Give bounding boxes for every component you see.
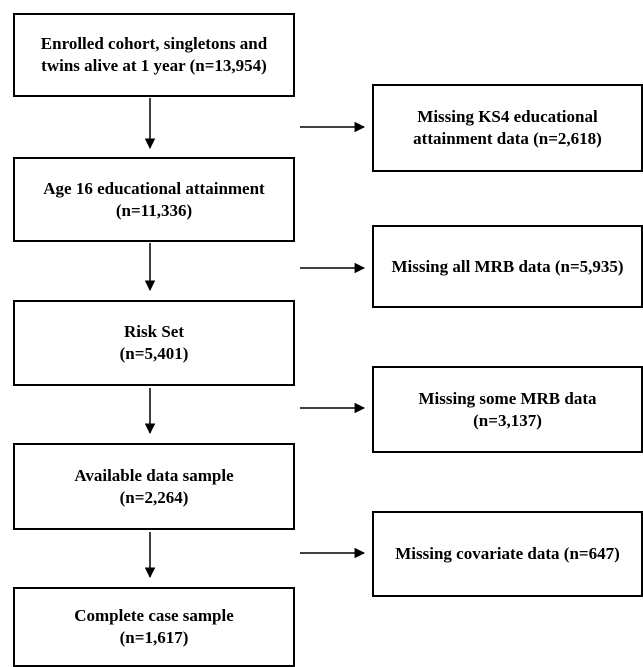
step-available-data-line2: (n=2,264) (119, 487, 189, 507)
step-risk-set-line1: Risk Set (124, 322, 184, 341)
exclusion-missing-covariate-line1: Missing covariate data (n=647) (395, 544, 620, 563)
step-enrolled-cohort-line2: twins alive at 1 year (n=13,954) (41, 56, 267, 75)
step-age16-attainment: Age 16 educational attainment (n=11,336) (13, 157, 295, 242)
exclusion-missing-covariate: Missing covariate data (n=647) (372, 511, 643, 597)
exclusion-missing-some-mrb-line1: Missing some MRB data (418, 388, 597, 408)
exclusion-missing-ks4-line2: attainment data (n=2,618) (413, 129, 602, 148)
step-available-data-line1: Available data sample (74, 465, 234, 485)
exclusion-missing-some-mrb: Missing some MRB data (n=3,137) (372, 366, 643, 453)
step-enrolled-cohort-line1: Enrolled cohort, singletons and (40, 34, 268, 53)
step-available-data: Available data sample (n=2,264) (13, 443, 295, 530)
exclusion-missing-all-mrb: Missing all MRB data (n=5,935) (372, 225, 643, 308)
step-complete-case: Complete case sample (n=1,617) (13, 587, 295, 667)
step-complete-case-line2: (n=1,617) (119, 628, 189, 647)
step-risk-set-line2: (n=5,401) (119, 344, 189, 363)
exclusion-missing-some-mrb-line2: (n=3,137) (473, 410, 542, 430)
exclusion-missing-ks4-line1: Missing KS4 educational (417, 107, 598, 126)
step-risk-set: Risk Set (n=5,401) (13, 300, 295, 386)
step-enrolled-cohort: Enrolled cohort, singletons and twins al… (13, 13, 295, 97)
exclusion-missing-all-mrb-line1: Missing all MRB data (n=5,935) (391, 256, 624, 276)
step-complete-case-line1: Complete case sample (74, 606, 234, 625)
exclusion-missing-ks4: Missing KS4 educational attainment data … (372, 84, 643, 172)
step-age16-attainment-line2: (n=11,336) (115, 200, 193, 220)
step-age16-attainment-line1: Age 16 educational attainment (43, 178, 265, 198)
